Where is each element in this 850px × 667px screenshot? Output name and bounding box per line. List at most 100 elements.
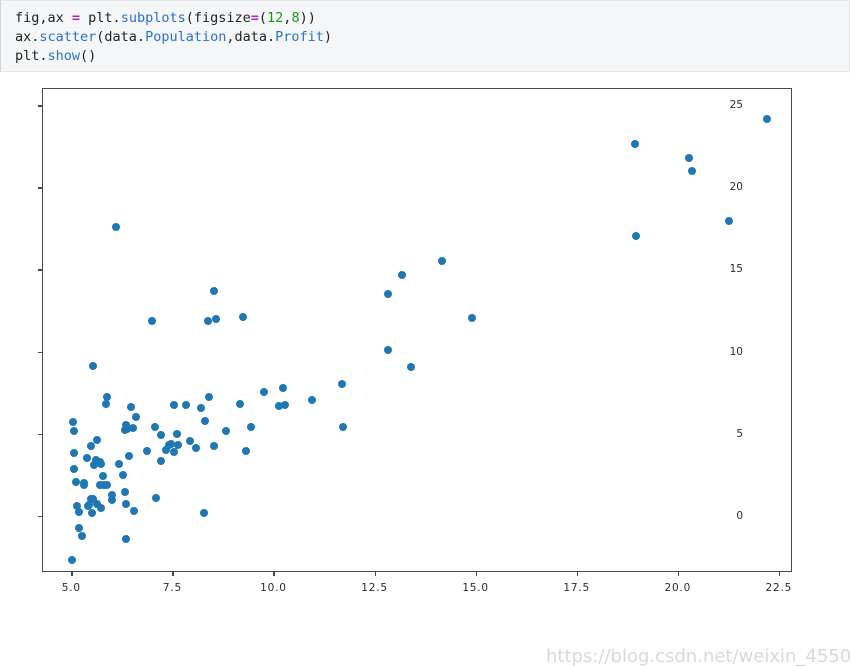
scatter-point — [68, 418, 77, 427]
scatter-point — [185, 436, 194, 445]
code-token: ( — [258, 10, 268, 26]
scatter-point — [274, 401, 283, 410]
scatter-point — [197, 404, 206, 413]
scatter-point — [221, 426, 230, 435]
scatter-point — [107, 496, 116, 505]
scatter-point — [209, 441, 218, 450]
code-token: show — [47, 48, 81, 64]
scatter-point — [79, 478, 88, 487]
scatter-point — [93, 436, 102, 445]
x-tick-mark — [677, 571, 680, 576]
scatter-point — [247, 422, 256, 431]
scatter-point — [200, 509, 209, 518]
code-token: (data. — [96, 29, 146, 45]
scatter-point — [112, 222, 121, 231]
code-token: plt. — [80, 10, 121, 26]
code-token: )) — [299, 10, 316, 26]
scatter-point — [157, 456, 166, 465]
code-token: 8 — [291, 10, 300, 26]
code-token: subplots — [120, 10, 186, 26]
y-tick-label: 0 — [736, 509, 743, 522]
x-tick-mark — [273, 571, 275, 576]
x-tick-label: 15.0 — [462, 582, 489, 594]
scatter-point — [239, 312, 248, 321]
code-token: = — [71, 10, 81, 26]
scatter-point — [151, 494, 160, 503]
scatter-point — [87, 494, 96, 503]
code-token: ax. — [15, 29, 40, 45]
code-token: Population — [145, 29, 227, 45]
scatter-point — [127, 403, 136, 412]
x-tick-label: 7.5 — [162, 582, 182, 594]
scatter-point — [68, 555, 77, 564]
scatter-point — [170, 400, 178, 409]
scatter-point — [125, 451, 134, 460]
scatter-point — [131, 413, 140, 422]
x-tick-label: 17.5 — [563, 582, 590, 594]
scatter-point — [397, 270, 406, 279]
notebook-code-cell[interactable]: fig,ax = plt.subplots(figsize=(12,8)) ax.… — [0, 0, 850, 72]
scatter-point — [280, 400, 289, 409]
scatter-point — [70, 427, 79, 436]
x-tick-label: 20.0 — [664, 582, 692, 594]
scatter-point — [169, 447, 178, 456]
scatter-point — [74, 508, 83, 517]
scatter-point — [156, 431, 165, 440]
scatter-point — [115, 460, 124, 469]
scatter-point — [172, 429, 181, 438]
scatter-point — [122, 421, 131, 430]
x-tick-label: 12.5 — [361, 582, 388, 594]
scatter-point — [121, 488, 130, 497]
scatter-point — [241, 446, 250, 455]
y-tick-mark — [38, 105, 43, 107]
scatter-point — [165, 441, 174, 450]
code-token: ) — [323, 29, 333, 45]
scatter-point — [725, 217, 734, 226]
scatter-point — [181, 401, 190, 410]
scatter-point — [338, 380, 347, 389]
scatter-point — [96, 503, 105, 512]
x-tick-label: 10.0 — [260, 582, 287, 594]
scatter-point — [118, 470, 127, 479]
y-tick-label: 25 — [729, 99, 743, 112]
scatter-point — [102, 393, 111, 402]
y-tick-mark — [38, 351, 43, 353]
scatter-point — [211, 314, 220, 323]
scatter-point — [90, 461, 99, 469]
y-tick-label: 10 — [729, 345, 743, 358]
code-token: ,data. — [226, 29, 276, 45]
scatter-point — [122, 534, 131, 543]
code-token: , — [283, 10, 292, 26]
scatter-point — [72, 502, 81, 511]
x-tick-mark — [778, 571, 781, 576]
scatter-point — [200, 417, 209, 426]
scatter-point — [143, 447, 152, 456]
scatter-point — [87, 441, 96, 450]
scatter-point — [205, 393, 214, 402]
scatter-point — [762, 115, 771, 124]
scatter-point — [684, 154, 693, 163]
scatter-point — [93, 499, 102, 508]
scatter-point — [192, 444, 201, 453]
plot-axes-frame: 0 5 10 15 20 25 5.0 7.5 10.0 12.5 15.0 17.5 20.0 22.… — [38, 88, 792, 594]
scatter-point — [102, 399, 111, 408]
code-line-1: fig,ax = plt.subplots(figsize=(12,8)) — [15, 9, 849, 28]
scatter-point — [88, 361, 97, 370]
code-token: = — [250, 10, 259, 26]
watermark-text: https://blog.csdn.net/weixin_45508265 — [546, 646, 850, 667]
x-tick-mark — [374, 571, 376, 576]
scatter-point — [129, 506, 138, 515]
scatter-point — [161, 445, 170, 454]
scatter-point — [631, 140, 640, 149]
scatter-point — [95, 481, 104, 490]
scatter-point — [98, 471, 107, 480]
code-token: () — [80, 48, 97, 64]
code-source: fig,ax = plt.subplots(figsize=(12,8)) ax.… — [15, 9, 849, 66]
scatter-point — [338, 423, 347, 432]
scatter-point — [209, 287, 218, 296]
y-tick-mark — [38, 433, 43, 435]
scatter-points-layer — [43, 89, 791, 571]
scatter-point — [69, 465, 78, 474]
scatter-point — [406, 363, 415, 371]
x-tick-mark — [71, 571, 73, 576]
